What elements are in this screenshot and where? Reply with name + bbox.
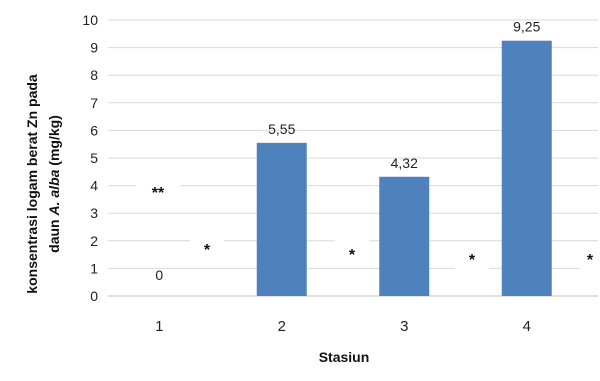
annotation-box: [335, 239, 369, 265]
bars: [256, 40, 552, 297]
y-axis-label-line2: daun A. alba (mg/kg): [46, 115, 62, 253]
y-tick-label: 6: [90, 122, 98, 138]
data-label: 9,25: [513, 19, 540, 35]
data-label: 0: [155, 267, 163, 283]
y-tick-label: 3: [90, 205, 98, 221]
x-tick-label: 4: [523, 318, 531, 335]
annotation-mark: *: [349, 247, 356, 264]
y-tick-label: 5: [90, 150, 98, 166]
y-tick-label: 0: [90, 288, 98, 304]
y-axis-label-line1: konsentrasi logam berat Zn pada: [24, 74, 40, 294]
annotation-box: [190, 234, 224, 260]
data-label: 5,55: [268, 121, 295, 137]
y-tick-label: 4: [90, 178, 98, 194]
y-tick-label: 2: [90, 233, 98, 249]
data-label: 4,32: [391, 155, 418, 171]
x-tick-labels: 1 2 3 4: [155, 318, 531, 335]
annotation-box: [580, 244, 600, 270]
x-tick-label: 2: [278, 318, 286, 335]
y-tick-label: 7: [90, 95, 98, 111]
y-axis-label-unit: (mg/kg): [46, 115, 62, 166]
x-tick-label: 1: [155, 318, 163, 335]
y-tick-label: 10: [82, 12, 98, 28]
bar: [501, 40, 552, 297]
x-axis-label: Stasiun: [319, 349, 370, 365]
annotation-mark: *: [587, 252, 594, 269]
y-axis-label-prefix: daun: [46, 219, 62, 252]
y-tick-label: 1: [90, 260, 98, 276]
y-tick-labels: 0 1 2 3 4 5 6 7 8 9 10: [82, 12, 98, 304]
annotation-box: [455, 244, 489, 270]
y-axis-label-species: A. alba: [46, 169, 62, 216]
x-tick-label: 3: [400, 318, 408, 335]
data-labels: 0 5,55 4,32 9,25: [155, 19, 540, 283]
annotation-mark: *: [204, 242, 211, 259]
bar: [256, 142, 307, 296]
y-tick-label: 8: [90, 67, 98, 83]
annotation-box: [136, 175, 180, 205]
annotation-mark: **: [152, 185, 165, 202]
y-tick-label: 9: [90, 40, 98, 56]
bar: [379, 176, 430, 296]
annotations: *** * * *: [136, 175, 600, 270]
annotation-mark: *: [469, 252, 476, 269]
